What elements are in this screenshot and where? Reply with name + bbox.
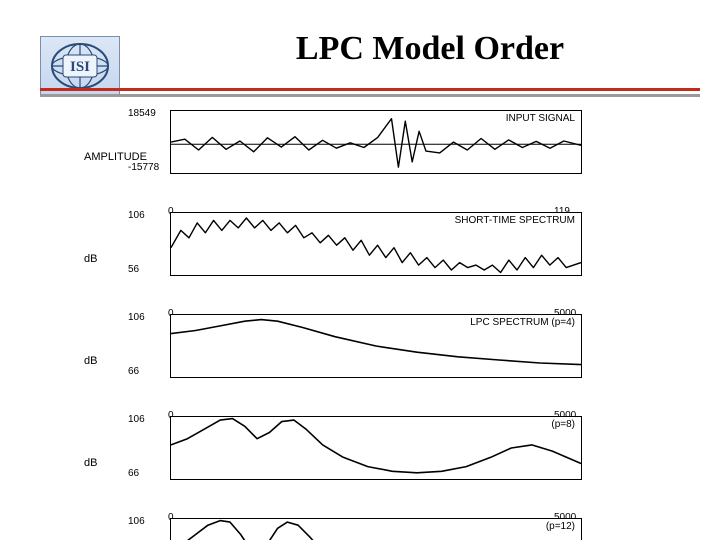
- chart-stack: INPUT SIGNALAMPLITUDE18549-157780119TIME…: [170, 110, 610, 540]
- curve: [171, 213, 581, 275]
- ytick-top: 106: [128, 414, 145, 425]
- plot-area: (p=12): [170, 518, 582, 540]
- title-underline-gray: [40, 94, 700, 97]
- ytick-top: 18549: [128, 108, 156, 119]
- plot-area: (p=8): [170, 416, 582, 480]
- svg-text:ISI: ISI: [70, 59, 90, 75]
- slide-title: LPC Model Order: [150, 30, 710, 68]
- curve: [171, 417, 581, 479]
- ytick-top: 106: [128, 516, 145, 527]
- globe-icon: ISI: [45, 40, 115, 92]
- ytick-top: 106: [128, 312, 145, 323]
- isi-logo: ISI: [40, 36, 120, 96]
- slide: ISI LPC Model Order INPUT SIGNALAMPLITUD…: [0, 0, 720, 540]
- panel-p1: INPUT SIGNALAMPLITUDE18549-157780119TIME…: [170, 110, 610, 204]
- panel-p4: (p=8)dB1066605000FREQUENCY IN HZ: [170, 416, 610, 510]
- ytick-bottom: -15778: [128, 162, 159, 173]
- curve: [171, 315, 581, 377]
- ytick-top: 106: [128, 210, 145, 221]
- ytick-bottom: 66: [128, 366, 139, 377]
- title-underline-red: [40, 88, 700, 91]
- panel-p5: (p=12)dB1066605000FREQUENCY IN HZ: [170, 518, 610, 540]
- panel-p3: LPC SPECTRUM (p=4)dB1066605000FREQUENCY …: [170, 314, 610, 408]
- curve: [171, 111, 581, 173]
- y-axis-label: dB: [84, 253, 97, 265]
- panel-p2: SHORT-TIME SPECTRUMdB1065605000FREQUENCY…: [170, 212, 610, 306]
- plot-area: LPC SPECTRUM (p=4): [170, 314, 582, 378]
- plot-area: INPUT SIGNAL: [170, 110, 582, 174]
- y-axis-label: dB: [84, 355, 97, 367]
- y-axis-label: dB: [84, 457, 97, 469]
- plot-area: SHORT-TIME SPECTRUM: [170, 212, 582, 276]
- ytick-bottom: 56: [128, 264, 139, 275]
- ytick-bottom: 66: [128, 468, 139, 479]
- curve: [171, 519, 581, 540]
